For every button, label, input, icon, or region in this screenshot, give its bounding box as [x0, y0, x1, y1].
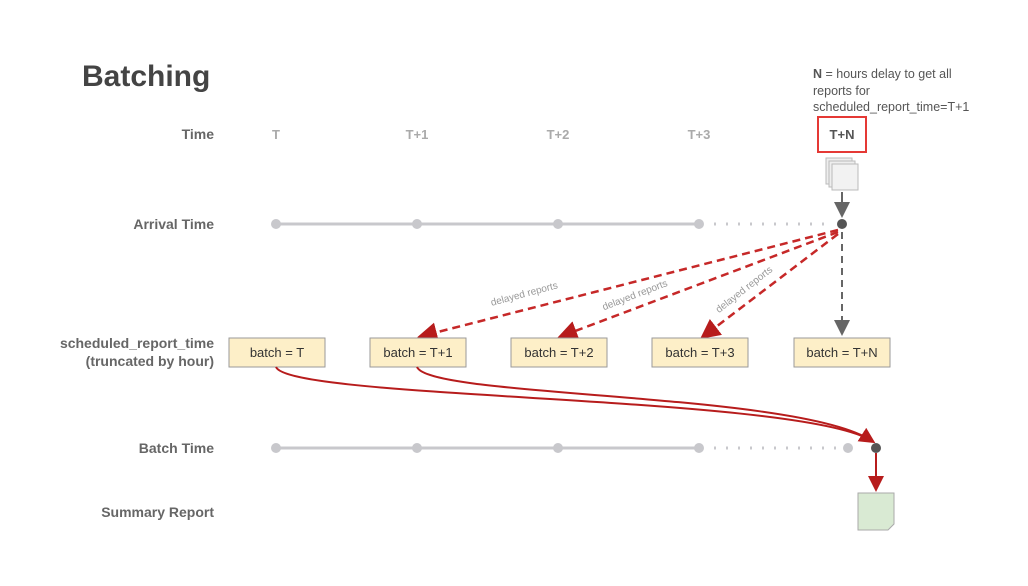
- arrival-timeline: [271, 219, 847, 229]
- row-label-time: Time: [182, 126, 215, 142]
- delayed-report-arrows: [417, 228, 839, 342]
- batch-box: batch = T+N: [793, 337, 891, 368]
- note-line3: scheduled_report_time=T+1: [813, 100, 969, 114]
- batch-curves: [275, 366, 876, 444]
- delayed-label: delayed reports: [490, 280, 559, 308]
- delayed-label: delayed reports: [601, 278, 669, 313]
- col-label-highlight: T+N: [830, 127, 855, 142]
- note-line1: N = hours delay to get all: [813, 67, 952, 81]
- batch-box: batch = T+3: [651, 337, 749, 368]
- batch-box: batch = T: [228, 337, 326, 368]
- svg-text:batch = T+3: batch = T+3: [665, 345, 734, 360]
- row-label-scheduled-sub: (truncated by hour): [86, 353, 214, 369]
- note-line2: reports for: [813, 84, 870, 98]
- batch-box: batch = T+2: [510, 337, 608, 368]
- batch-timeline: [271, 443, 881, 453]
- svg-text:batch = T+1: batch = T+1: [383, 345, 452, 360]
- row-label-scheduled: scheduled_report_time: [60, 335, 214, 351]
- reports-stack-icon: [825, 157, 859, 191]
- row-label-batch-time: Batch Time: [139, 440, 214, 456]
- col-label: T+1: [406, 127, 429, 142]
- svg-text:batch = T+2: batch = T+2: [524, 345, 593, 360]
- row-label-arrival: Arrival Time: [133, 216, 214, 232]
- svg-text:batch = T: batch = T: [250, 345, 304, 360]
- col-label: T+3: [688, 127, 711, 142]
- svg-text:batch = T+N: batch = T+N: [806, 345, 877, 360]
- col-label: T+2: [547, 127, 570, 142]
- batch-box: batch = T+1: [369, 337, 467, 368]
- row-label-summary: Summary Report: [101, 504, 214, 520]
- highlight-box: [817, 116, 867, 153]
- summary-report-icon: [857, 492, 895, 531]
- page-title: Batching: [82, 60, 210, 93]
- col-label: T: [272, 127, 280, 142]
